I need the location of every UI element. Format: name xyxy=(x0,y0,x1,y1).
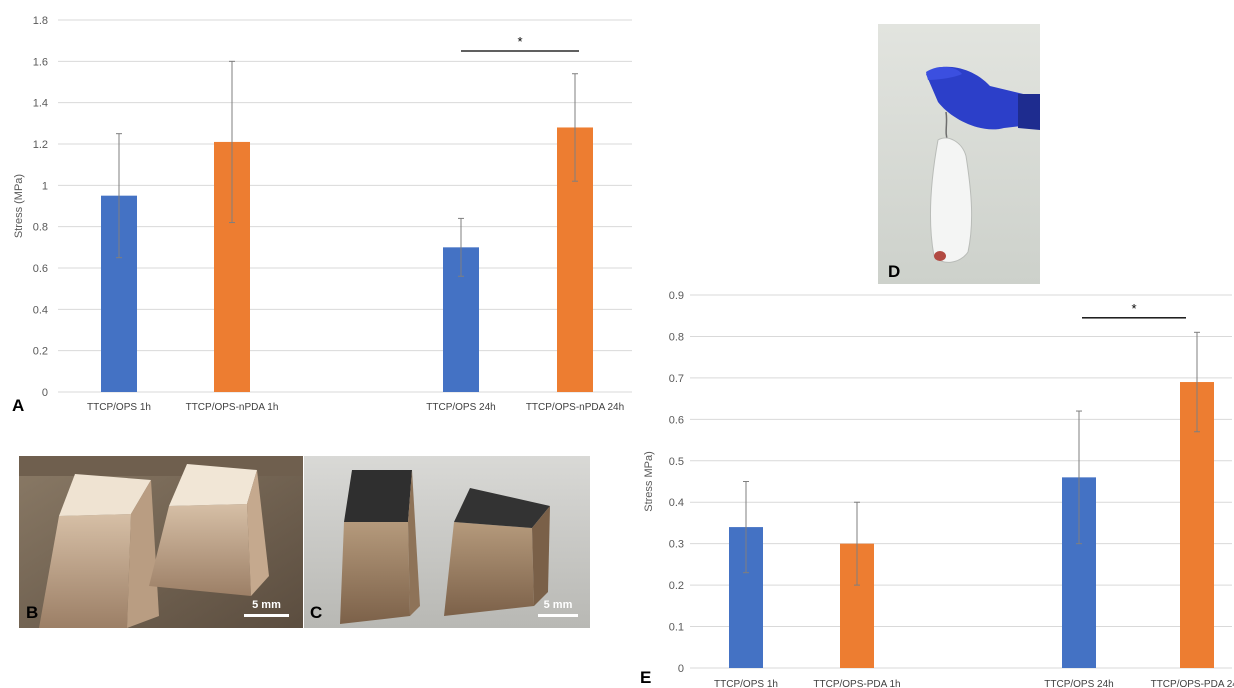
panel-label-c: C xyxy=(310,603,323,622)
y-tick-label: 0.5 xyxy=(669,456,684,468)
y-tick-label: 0.7 xyxy=(669,373,684,385)
significance-marker: * xyxy=(517,34,522,49)
photo-d-image xyxy=(878,24,1040,284)
category-label: TTCP/OPS-nPDA 1h xyxy=(186,402,279,413)
y-tick-label: 0 xyxy=(42,387,48,399)
photo-d xyxy=(878,24,1040,284)
bar xyxy=(729,527,763,668)
category-label: TTCP/OPS 24h xyxy=(426,402,495,413)
category-label: TTCP/OPS 1h xyxy=(87,402,151,413)
photo-c-image xyxy=(304,456,590,628)
photo-c xyxy=(304,456,590,628)
category-label: TTCP/OPS 24h xyxy=(1044,679,1113,688)
y-tick-label: 0.2 xyxy=(33,346,48,358)
y-tick-label: 0.8 xyxy=(669,331,684,343)
y-axis-label: Stress (MPa) xyxy=(13,174,25,238)
category-label: TTCP/OPS-PDA 1h xyxy=(813,679,900,688)
y-tick-label: 1.2 xyxy=(33,139,48,151)
y-tick-label: 0.1 xyxy=(669,622,684,634)
y-tick-label: 0.4 xyxy=(669,497,684,509)
category-label: TTCP/OPS-nPDA 24h xyxy=(526,402,624,413)
photo-b-image xyxy=(19,456,303,628)
bar xyxy=(1062,477,1096,668)
panel-label-a: A xyxy=(12,396,25,415)
bar xyxy=(1180,382,1214,668)
y-tick-label: 1 xyxy=(42,180,48,192)
y-tick-label: 0.6 xyxy=(669,414,684,426)
y-axis-label: Stress MPa) xyxy=(643,451,655,512)
y-tick-label: 1.4 xyxy=(33,98,48,110)
y-tick-label: 1.6 xyxy=(33,56,48,68)
photo-b xyxy=(19,456,303,628)
scale-bar-b xyxy=(244,614,289,617)
panel-label-b: B xyxy=(26,603,39,622)
y-tick-label: 0.4 xyxy=(33,304,48,316)
y-tick-label: 0.9 xyxy=(669,290,684,302)
category-label: TTCP/OPS 1h xyxy=(714,679,778,688)
chart-a: 0 0.2 0.4 0.6 0.8 1 1.2 1.4 1.6 1.8 Stress (MPa) TT… xyxy=(13,15,632,413)
scale-bar-b-label: 5 mm xyxy=(252,599,281,611)
panel-label-d: D xyxy=(888,262,901,281)
bar xyxy=(840,543,874,668)
y-tick-label: 0.6 xyxy=(33,263,48,275)
y-tick-label: 0.3 xyxy=(669,539,684,551)
scale-bar-c xyxy=(538,614,578,617)
panel-label-e: E xyxy=(640,668,652,687)
significance-marker: * xyxy=(1131,301,1136,316)
scale-bar-c-label: 5 mm xyxy=(543,599,573,611)
y-tick-label: 0.2 xyxy=(669,580,684,592)
y-tick-label: 0 xyxy=(678,663,684,675)
category-label: TTCP/OPS-PDA 24h xyxy=(1151,679,1234,688)
y-tick-label: 1.8 xyxy=(33,15,48,27)
y-tick-label: 0.8 xyxy=(33,222,48,234)
